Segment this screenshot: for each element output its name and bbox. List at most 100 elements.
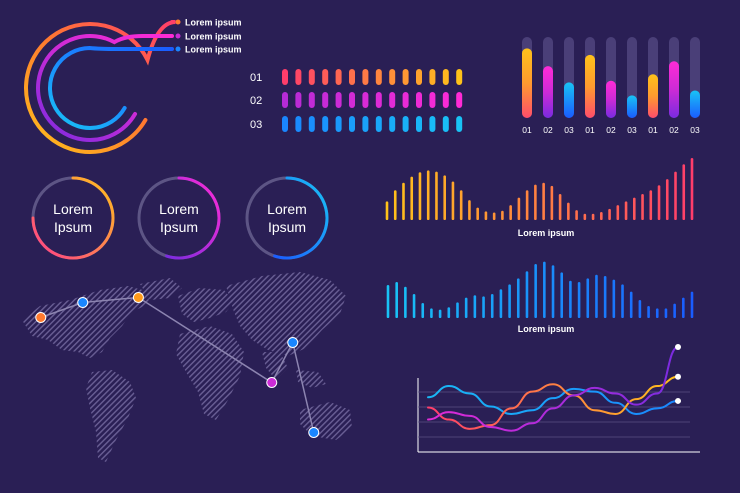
dot-row-3-dot: [416, 116, 422, 132]
wave-bar: [641, 193, 644, 220]
wave-bar-chart-cool: [386, 261, 694, 318]
vbar-label: 01: [585, 125, 595, 135]
vbar-label: 01: [522, 125, 532, 135]
dot-row-2-dot: [389, 92, 396, 108]
world-map: [22, 272, 352, 462]
dot-row-1-dot: [429, 69, 436, 85]
wave-bar: [418, 172, 422, 220]
wave-bar: [682, 297, 685, 318]
vbar-label: 03: [564, 125, 574, 135]
wave-bar: [655, 308, 659, 318]
wave-bar: [586, 278, 590, 318]
radial-legend: Lorem ipsum Lorem ipsum Lorem ipsum: [175, 18, 242, 55]
wave-bar: [682, 164, 686, 220]
dot-row-1-dot: [308, 69, 315, 85]
dot-row-1-dot: [375, 69, 382, 85]
wave-bar: [456, 302, 459, 318]
vbar-label: 02: [606, 125, 616, 135]
wave-bar: [426, 170, 430, 220]
vbar-label: 01: [648, 125, 658, 135]
vbar: [648, 74, 658, 118]
wave-bar: [482, 296, 485, 318]
wave-bar: [603, 276, 607, 318]
wave-bar: [402, 182, 405, 220]
wave-bar: [550, 185, 554, 220]
dot-row-3-dot: [349, 116, 355, 132]
wave-bar: [674, 171, 677, 220]
vertical-bar-chart: 01 02 03 01 02 03 01 02 03: [522, 37, 700, 135]
wave-bar: [499, 289, 503, 318]
wave-bar: [583, 213, 587, 220]
wave-bar: [665, 179, 669, 220]
wave-bar: [657, 185, 661, 220]
wave-bar: [569, 280, 572, 318]
wave-bar: [459, 190, 463, 220]
wave-bar: [484, 211, 488, 220]
wave-bar: [412, 294, 416, 318]
radial-arc-1: [24, 20, 176, 154]
wave-bar: [464, 297, 468, 318]
dot-row-1-dot: [416, 69, 422, 85]
dot-row-3-dot: [375, 116, 382, 132]
vbar: [564, 82, 574, 118]
wave-bar: [591, 213, 595, 220]
wave-bar: [476, 207, 479, 220]
wave-bar-chart-warm: [385, 158, 694, 220]
vbar: [585, 54, 595, 118]
dot-row-3-dot: [335, 116, 342, 132]
map-landmass: [140, 278, 182, 300]
wave-bar: [577, 282, 581, 318]
vbar: [543, 66, 553, 118]
map-route-point: [77, 297, 89, 308]
wave-bar: [558, 193, 562, 220]
donut-label-line1-1: Lorem: [53, 201, 93, 217]
dot-row-1-dot: [349, 69, 355, 85]
wave-chart-warm-caption: Lorem ipsum: [518, 228, 575, 238]
dot-row-3-dot: [362, 116, 369, 132]
vbar-label: 03: [690, 125, 700, 135]
dot-row-2-dot: [375, 92, 382, 108]
wave-bar: [386, 285, 390, 318]
line-series-2: [427, 375, 679, 430]
map-route-point: [132, 292, 144, 303]
wave-bar: [430, 308, 433, 318]
map-route-point: [308, 427, 320, 438]
map-route-point: [35, 312, 47, 323]
wave-bar: [690, 158, 694, 220]
dot-row-1-dot: [282, 69, 288, 85]
wave-bar: [435, 171, 438, 220]
wave-bar: [404, 286, 407, 318]
wave-bar: [410, 176, 414, 220]
dot-row-1-dot: [442, 69, 449, 85]
wave-bar: [421, 303, 425, 318]
dot-row-3-dot: [456, 116, 463, 132]
wave-bar: [632, 197, 636, 220]
wave-bar: [451, 181, 455, 220]
line-chart: [417, 344, 700, 453]
wave-bar: [438, 309, 442, 318]
radial-legend-marker-2: [175, 33, 181, 39]
dot-row-3-dot: [282, 116, 288, 132]
dot-row-1-dot: [335, 69, 342, 85]
dot-row-2-dot: [362, 92, 369, 108]
wave-bar: [468, 200, 471, 220]
radial-bar-chart: [24, 20, 176, 154]
wave-bar: [534, 264, 537, 318]
radial-legend-label-1: Lorem ipsum: [185, 18, 242, 28]
wave-bar: [600, 211, 603, 220]
dot-row-3-dot: [429, 116, 436, 132]
dot-row-2-dot: [322, 92, 329, 108]
wave-bar: [616, 205, 620, 220]
wave-bar: [395, 282, 398, 318]
wave-bar: [551, 265, 555, 318]
dot-row-2-dot: [335, 92, 342, 108]
donut-label-line2-2: Ipsum: [160, 219, 198, 235]
wave-bar: [567, 202, 570, 220]
map-landmass: [226, 272, 346, 356]
wave-bar: [516, 278, 520, 318]
map-landmass: [176, 326, 244, 420]
wave-bar: [543, 261, 546, 318]
wave-bar: [501, 210, 504, 220]
dot-row-3-dot: [322, 116, 329, 132]
